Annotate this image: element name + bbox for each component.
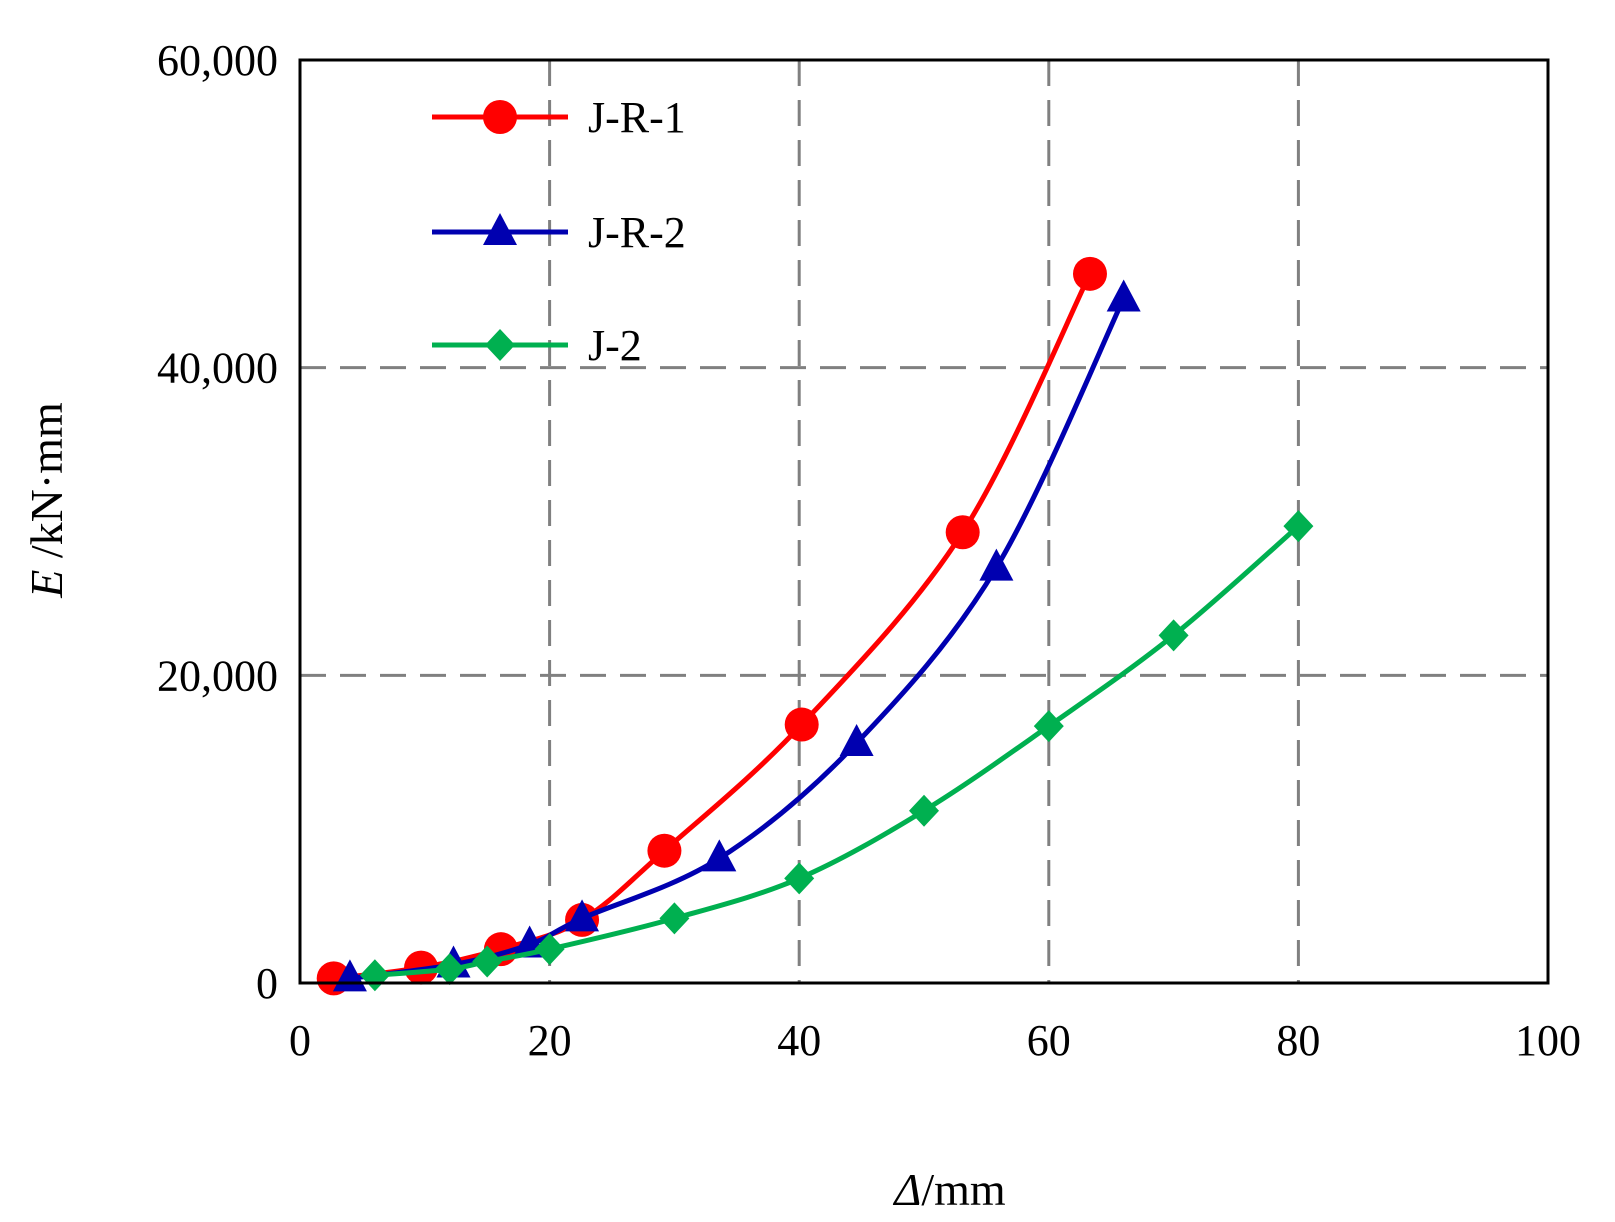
- legend-item-J-2: J-2: [432, 321, 642, 370]
- data-point-J-2-5: [784, 862, 815, 895]
- x-tick-label-2: 40: [777, 1016, 821, 1065]
- y-tick-label-3: 60,000: [157, 36, 278, 85]
- legend-marker-J-2: [485, 329, 515, 361]
- data-point-J-2-4: [659, 902, 690, 935]
- data-point-J-R-2-7: [1106, 279, 1141, 312]
- legend: J-R-1 J-R-2 J-2: [432, 93, 686, 370]
- y-tick-label-2: 40,000: [157, 344, 278, 393]
- data-point-J-R-2-3: [565, 899, 600, 932]
- x-tick-label-4: 80: [1276, 1016, 1320, 1065]
- y-axis-title-unit: /kN·mm: [21, 402, 72, 570]
- x-tick-label-0: 0: [289, 1016, 311, 1065]
- plot-frame: [298, 58, 1550, 985]
- data-point-J-R-1-4: [647, 833, 682, 868]
- legend-label-J-R-1: J-R-1: [588, 93, 686, 142]
- data-point-J-2-9: [1283, 510, 1314, 543]
- x-axis-title-symbol: Δ: [892, 1164, 921, 1215]
- data-point-J-2-2: [472, 945, 503, 978]
- data-point-J-2-1: [434, 953, 465, 986]
- x-tick-label-1: 20: [528, 1016, 572, 1065]
- y-tick-label-1: 20,000: [157, 651, 278, 700]
- data-point-J-R-1-7: [1072, 256, 1107, 291]
- data-point-J-2-8: [1158, 619, 1189, 652]
- x-tick-label-5: 100: [1515, 1016, 1581, 1065]
- legend-label-J-R-2: J-R-2: [588, 208, 686, 257]
- x-tick-labels: 0 20 40 60 80 100: [289, 1016, 1581, 1065]
- data-point-J-R-1-5: [784, 707, 819, 742]
- data-point-J-2-7: [1033, 710, 1064, 743]
- legend-marker-J-R-1: [483, 100, 517, 134]
- y-tick-label-0: 0: [256, 959, 278, 1008]
- x-axis-title-unit: /mm: [921, 1164, 1006, 1215]
- data-point-J-2-3: [534, 933, 565, 966]
- data-point-J-R-2-6: [979, 548, 1014, 581]
- y-tick-labels: 0 20,000 40,000 60,000: [157, 36, 278, 1008]
- legend-item-J-R-2: J-R-2: [432, 208, 686, 257]
- y-axis-title: E /kN·mm: [21, 402, 72, 599]
- legend-item-J-R-1: J-R-1: [432, 93, 686, 142]
- legend-label-J-2: J-2: [588, 321, 642, 370]
- data-point-J-2-6: [909, 794, 939, 827]
- y-axis-title-symbol: E: [21, 570, 72, 599]
- legend-marker-J-R-2: [483, 213, 517, 245]
- data-point-J-R-1-6: [945, 515, 980, 550]
- series-layer: [316, 256, 1314, 996]
- data-point-J-R-2-5: [839, 724, 874, 757]
- data-point-J-R-2-4: [702, 839, 737, 872]
- x-tick-label-3: 60: [1027, 1016, 1071, 1065]
- x-axis-title: Δ/mm: [892, 1164, 1006, 1215]
